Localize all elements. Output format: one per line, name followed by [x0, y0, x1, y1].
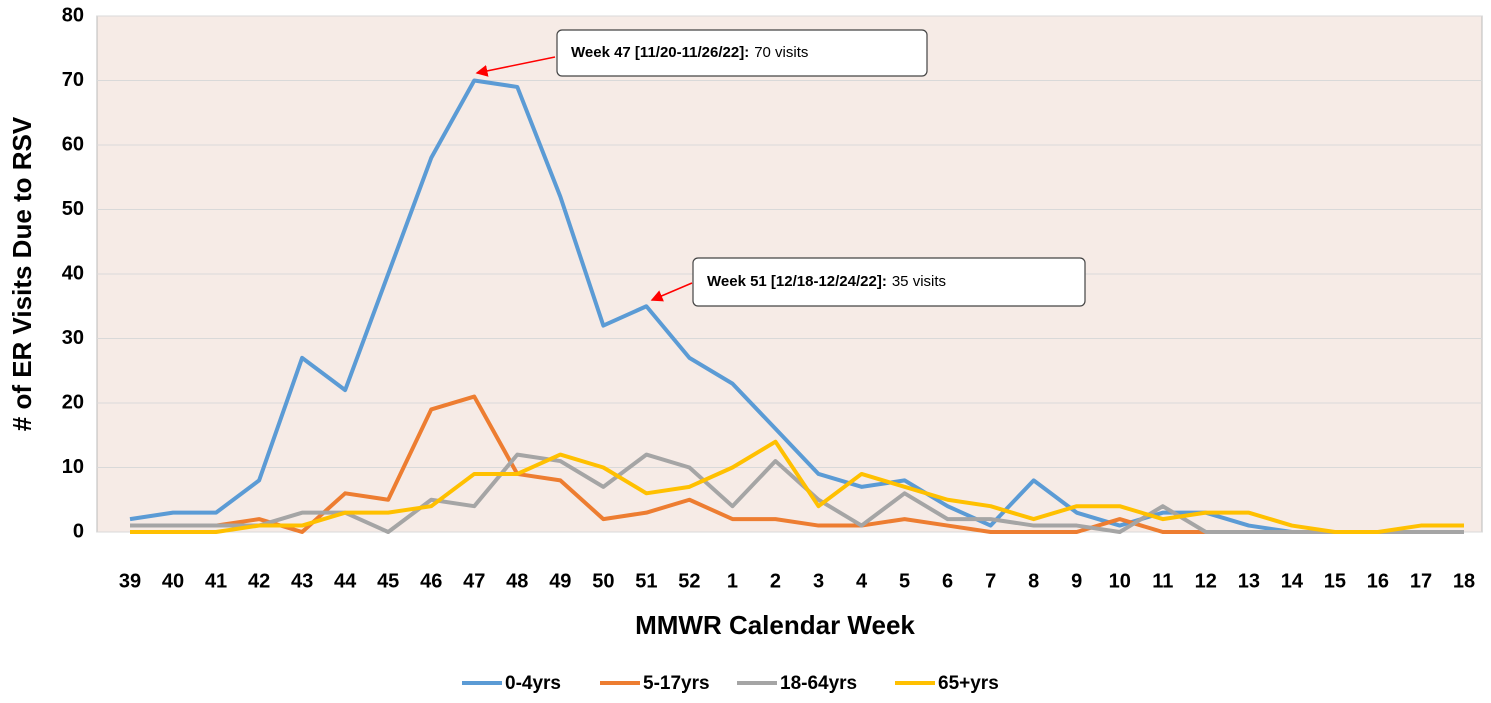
x-tick-label: 7 [985, 570, 996, 592]
x-tick-label: 4 [856, 570, 868, 592]
annotation-arrow [475, 56, 556, 77]
x-tick-label: 14 [1281, 570, 1304, 592]
annotation-arrow [650, 282, 693, 302]
x-tick-label: 13 [1238, 570, 1260, 592]
x-tick-label: 12 [1195, 570, 1217, 592]
x-tick-label: 3 [813, 570, 824, 592]
x-tick-label: 43 [291, 570, 313, 592]
annotation-value: 70 visits [754, 44, 808, 61]
x-tick-label: 48 [506, 570, 528, 592]
x-tick-label: 44 [334, 570, 357, 592]
series-line [130, 439, 1464, 534]
y-axis-label: # of ER Visits Due to RSV [7, 116, 37, 431]
y-tick-label: 30 [62, 327, 84, 349]
legend-label: 18-64yrs [780, 673, 857, 694]
y-tick-label: 60 [62, 133, 84, 155]
x-tick-label: 41 [205, 570, 227, 592]
x-tick-label: 1 [727, 570, 738, 592]
annotation-value: 35 visits [892, 273, 946, 290]
x-tick-label: 45 [377, 570, 399, 592]
annotation-box [692, 257, 1086, 307]
x-tick-label: 50 [592, 570, 614, 592]
legend-label: 0-4yrs [505, 673, 561, 694]
x-tick-label: 18 [1453, 570, 1475, 592]
annotation-label: Week 47 [11/20-11/26/22]: [571, 44, 749, 61]
x-tick-label: 9 [1071, 570, 1082, 592]
annotation-text: Week 51 [12/18-12/24/22]: 35 visits [707, 273, 946, 290]
x-tick-label: 2 [770, 570, 781, 592]
y-tick-label: 50 [62, 198, 84, 220]
y-tick-label: 70 [62, 69, 84, 91]
y-tick-label: 20 [62, 391, 84, 413]
legend-label: 65+yrs [938, 673, 999, 694]
x-tick-label: 17 [1410, 570, 1432, 592]
x-tick-label: 15 [1324, 570, 1346, 592]
legend-label: 5-17yrs [643, 673, 710, 694]
y-tick-label: 40 [62, 262, 84, 284]
x-tick-label: 51 [635, 570, 657, 592]
x-tick-label: 52 [678, 570, 700, 592]
x-tick-label: 8 [1028, 570, 1039, 592]
x-tick-label: 49 [549, 570, 571, 592]
x-tick-label: 6 [942, 570, 953, 592]
x-tick-label: 16 [1367, 570, 1389, 592]
x-tick-label: 40 [162, 570, 184, 592]
annotation-text: Week 47 [11/20-11/26/22]: 70 visits [571, 44, 808, 61]
annotation-label: Week 51 [12/18-12/24/22]: [707, 273, 887, 290]
y-tick-label: 80 [62, 4, 84, 26]
x-tick-label: 42 [248, 570, 270, 592]
x-tick-label: 46 [420, 570, 442, 592]
x-tick-label: 10 [1109, 570, 1131, 592]
x-axis-label: MMWR Calendar Week [635, 610, 915, 640]
x-tick-label: 47 [463, 570, 485, 592]
series-line [130, 452, 1464, 534]
x-tick-label: 5 [899, 570, 910, 592]
series-line [130, 394, 1206, 534]
series-line [129, 78, 1464, 534]
x-tick-label: 11 [1152, 570, 1173, 592]
annotation-box [556, 29, 928, 77]
y-tick-label: 0 [73, 520, 84, 542]
y-tick-label: 10 [62, 456, 84, 478]
x-tick-label: 39 [119, 570, 141, 592]
